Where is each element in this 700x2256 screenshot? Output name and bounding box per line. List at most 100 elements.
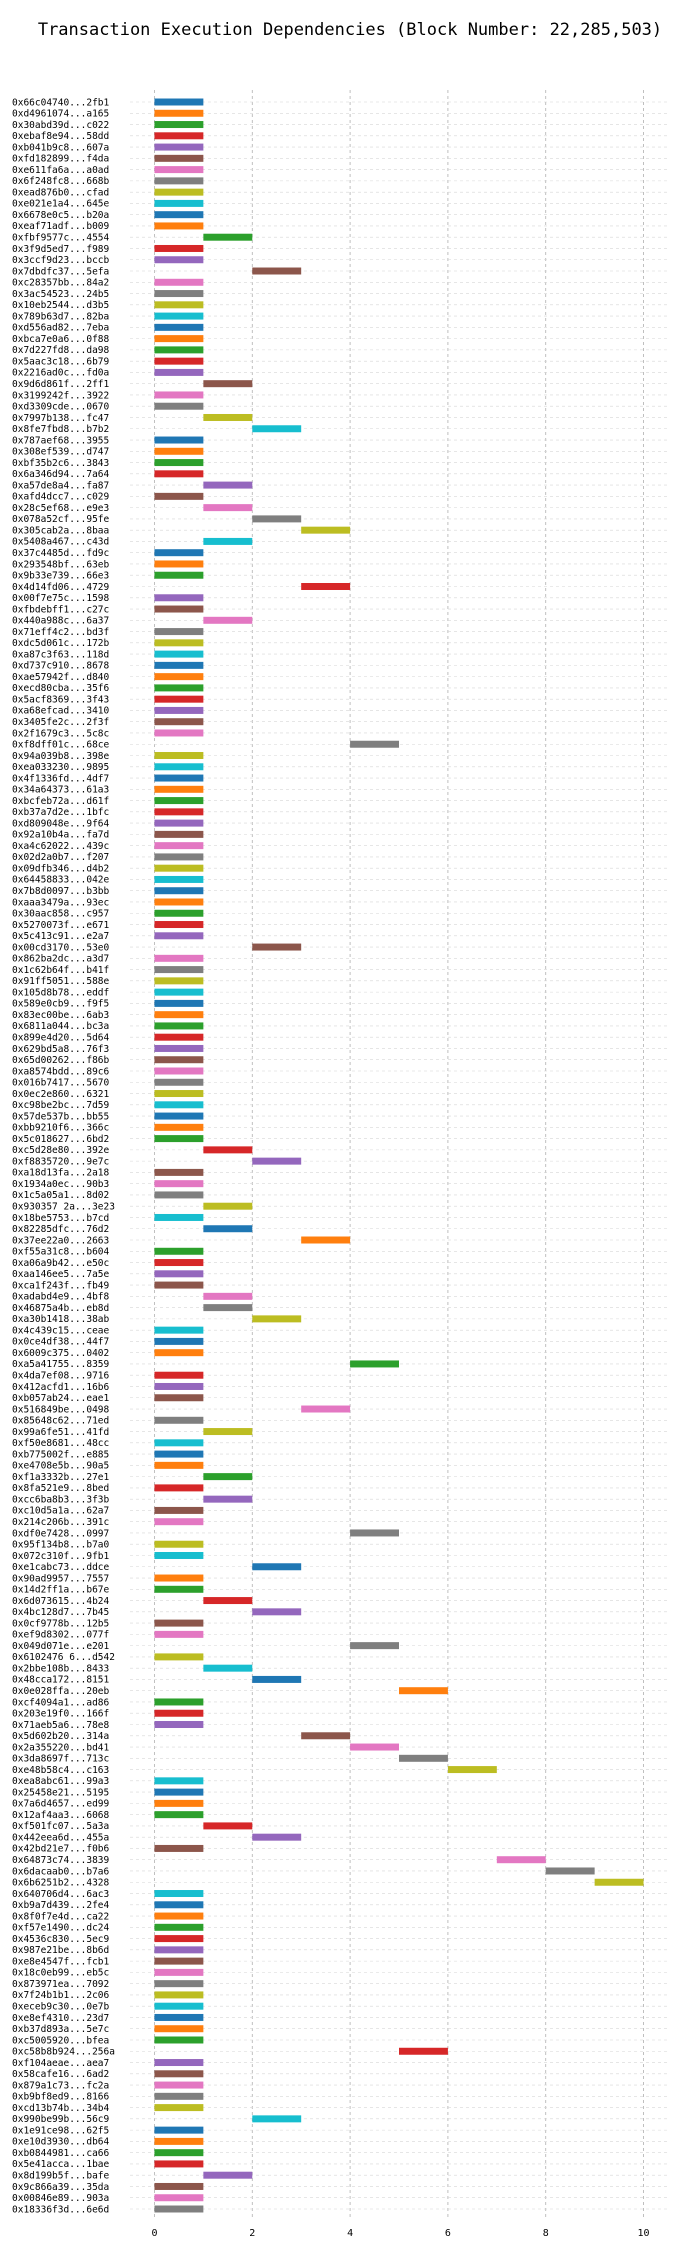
tx-hash-label: 0xf50e8681...48cc bbox=[12, 1438, 109, 1449]
dependency-bar bbox=[154, 368, 204, 376]
tx-hash-label: 0xa18d13fa...2a18 bbox=[12, 1168, 110, 1179]
dependency-bar bbox=[154, 2081, 204, 2089]
tx-hash-label: 0xe8ef4310...23d7 bbox=[12, 2013, 109, 2024]
dependency-bar bbox=[154, 954, 204, 962]
dependency-bar bbox=[154, 774, 204, 782]
dependency-bar bbox=[154, 1844, 204, 1852]
tx-hash-label: 0xf8835720...9e7c bbox=[12, 1156, 109, 1167]
tx-hash-label: 0x00cd3170...53e0 bbox=[12, 942, 110, 953]
dependency-bar bbox=[154, 1890, 204, 1898]
y-tick-labels: 0x66c04740...2fb10xd4961074...a1650x30ab… bbox=[12, 97, 115, 2215]
dependency-bar bbox=[154, 301, 204, 309]
tx-hash-label: 0x0e028ffa...20eb bbox=[12, 1686, 110, 1697]
dependency-bar bbox=[154, 1968, 204, 1976]
tx-hash-label: 0x58cafe16...6ad2 bbox=[12, 2069, 109, 2080]
dependency-bar bbox=[203, 380, 253, 388]
dependency-bar bbox=[154, 1213, 204, 1221]
tx-hash-label: 0x46875a4b...eb8d bbox=[12, 1303, 109, 1314]
dependency-bar bbox=[154, 999, 204, 1007]
tx-hash-label: 0x94a039b8...398e bbox=[12, 751, 110, 762]
tx-hash-label: 0x293548bf...63eb bbox=[12, 559, 110, 570]
tx-hash-label: 0xb775002f...e885 bbox=[12, 1449, 109, 1460]
dependency-bar bbox=[154, 166, 204, 174]
dependency-bar bbox=[154, 2126, 204, 2134]
tx-hash-label: 0xc5005920...bfea bbox=[12, 2035, 109, 2046]
x-tick-label: 0 bbox=[151, 2228, 157, 2239]
tx-hash-label: 0xf104aeae...aea7 bbox=[12, 2058, 109, 2069]
dependency-bar bbox=[154, 459, 204, 467]
dependency-bar bbox=[154, 706, 204, 714]
tx-hash-label: 0xc10d5a1a...62a7 bbox=[12, 1506, 109, 1517]
dependency-bar bbox=[154, 875, 204, 883]
dependency-bar bbox=[154, 1912, 204, 1920]
x-tick-labels: 0 2 4 6 8 10 bbox=[151, 2228, 649, 2239]
tx-hash-label: 0x00f7e75c...1598 bbox=[12, 593, 110, 604]
tx-hash-label: 0x5d602b20...314a bbox=[12, 1731, 109, 1742]
dependency-bar bbox=[154, 2194, 204, 2202]
tx-hash-label: 0x203e19f0...166f bbox=[12, 1709, 109, 1720]
tx-hash-label: 0xa87c3f63...118d bbox=[12, 649, 109, 660]
tx-hash-label: 0x4c439c15...ceae bbox=[12, 1325, 110, 1336]
tx-hash-label: 0xbf35b2c6...3843 bbox=[12, 458, 109, 469]
dependency-bar bbox=[154, 1326, 204, 1334]
tx-hash-label: 0xcd13b74b...34b4 bbox=[12, 2103, 110, 2114]
tx-hash-label: 0x049d071e...e201 bbox=[12, 1641, 110, 1652]
dependency-bar bbox=[154, 1630, 204, 1638]
tx-hash-label: 0xbb9210f6...366c bbox=[12, 1123, 109, 1134]
dependency-bar bbox=[154, 1067, 204, 1075]
dependency-bar bbox=[154, 1461, 204, 1469]
dependency-bar bbox=[154, 402, 204, 410]
tx-hash-label: 0x7f24b1b1...2c06 bbox=[12, 1990, 110, 2001]
dependency-bar bbox=[203, 537, 253, 545]
dependency-bar bbox=[154, 1980, 204, 1988]
dependency-bar bbox=[154, 312, 204, 320]
dependency-bar bbox=[545, 1867, 595, 1875]
tx-hash-label: 0x8d199b5f...bafe bbox=[12, 2170, 110, 2181]
tx-hash-label: 0x2bbe108b...8433 bbox=[12, 1663, 109, 1674]
tx-hash-label: 0x3405fe2c...2f3f bbox=[12, 717, 109, 728]
tx-hash-label: 0xa57de8a4...fa87 bbox=[12, 480, 109, 491]
tx-hash-label: 0x0ce4df38...44f7 bbox=[12, 1337, 109, 1348]
dependency-bar bbox=[154, 222, 204, 230]
dependency-bar bbox=[154, 1112, 204, 1120]
dependency-bar bbox=[154, 729, 204, 737]
tx-hash-label: 0x7b8d0097...b3bb bbox=[12, 886, 110, 897]
dependency-bar bbox=[154, 2137, 204, 2145]
dependency-bar bbox=[154, 842, 204, 850]
tx-hash-label: 0x42bd21e7...f0b6 bbox=[12, 1844, 110, 1855]
tx-hash-label: 0xdc5d061c...172b bbox=[12, 638, 110, 649]
tx-hash-label: 0x105d8b78...eddf bbox=[12, 987, 109, 998]
dependency-bar bbox=[154, 109, 204, 117]
tx-hash-label: 0x00846e89...903a bbox=[12, 2193, 109, 2204]
tx-hash-label: 0x64873c74...3839 bbox=[12, 1855, 110, 1866]
dependency-bar bbox=[154, 1709, 204, 1717]
dependency-bar bbox=[154, 447, 204, 455]
tx-hash-label: 0x879a1c73...fc2a bbox=[12, 2080, 109, 2091]
tx-hash-label: 0x6678e0c5...b20a bbox=[12, 210, 109, 221]
tx-hash-label: 0x09dfb346...d4b2 bbox=[12, 863, 109, 874]
tx-hash-label: 0xaa146ee5...7a5e bbox=[12, 1269, 110, 1280]
tx-hash-label: 0xd737c910...8678 bbox=[12, 661, 110, 672]
dependency-bar bbox=[154, 1653, 204, 1661]
dependency-bar bbox=[252, 1315, 302, 1323]
tx-hash-label: 0x65d00262...f86b bbox=[12, 1055, 110, 1066]
dependency-bar bbox=[154, 1044, 204, 1052]
dependency-bar bbox=[154, 1901, 204, 1909]
tx-hash-label: 0x5c413c91...e2a7 bbox=[12, 931, 109, 942]
dependency-bar bbox=[252, 267, 302, 275]
dependency-bar bbox=[154, 391, 204, 399]
dependency-bar bbox=[203, 616, 253, 624]
dependency-bar bbox=[154, 2013, 204, 2021]
dependency-bar bbox=[154, 1721, 204, 1728]
tx-hash-label: 0x442eea6d...455a bbox=[12, 1832, 109, 1843]
dependency-bar bbox=[154, 1788, 204, 1796]
dependency-bar bbox=[154, 1811, 204, 1819]
tx-hash-label: 0xc5d28e80...392e bbox=[12, 1145, 110, 1156]
tx-hash-label: 0x4bc128d7...7b45 bbox=[12, 1607, 109, 1618]
dependency-bar bbox=[301, 583, 351, 590]
dependency-bar bbox=[154, 571, 204, 579]
tx-hash-label: 0xe48b58c4...c163 bbox=[12, 1765, 109, 1776]
dependency-bar bbox=[203, 1202, 253, 1210]
tx-hash-label: 0x9b33e739...66e3 bbox=[12, 571, 109, 582]
